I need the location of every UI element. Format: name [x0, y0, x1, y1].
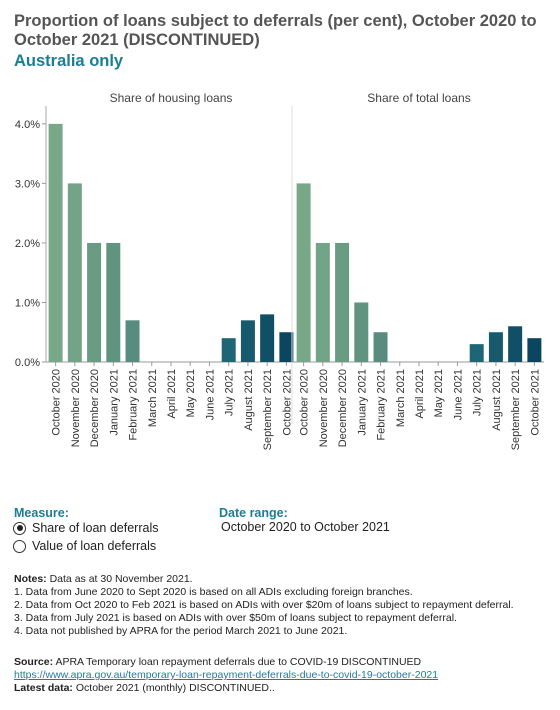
- bar: [354, 302, 369, 362]
- date-range-value: October 2020 to October 2021: [221, 520, 390, 534]
- measure-label: Measure:: [14, 506, 69, 520]
- radio-unselected-icon[interactable]: [13, 539, 26, 553]
- notes-intro: Data as at 30 November 2021.: [49, 573, 193, 585]
- measure-option-value[interactable]: Value of loan deferrals: [13, 539, 156, 553]
- bar: [48, 123, 63, 362]
- measure-option-share-label: Share of loan deferrals: [32, 521, 159, 535]
- x-tick-label: February 2021: [128, 369, 140, 441]
- bar: [335, 242, 350, 362]
- x-tick-label: May 2021: [185, 369, 197, 417]
- source-block: Source: APRA Temporary loan repayment de…: [14, 656, 549, 695]
- x-tick-label: June 2021: [204, 369, 216, 420]
- bar: [488, 332, 503, 362]
- x-tick-label: December 2020: [337, 369, 349, 447]
- x-tick-label: August 2021: [491, 369, 503, 431]
- bar: [106, 242, 121, 362]
- bar: [67, 183, 82, 362]
- bar: [87, 242, 102, 362]
- panel-title: Share of total loans: [367, 91, 470, 105]
- chart-title: Proportion of loans subject to deferrals…: [14, 12, 537, 49]
- bar: [315, 242, 330, 362]
- bar-chart: 0.0% 1.0% 2.0% 3.0% 4.0% Share of housing loa…: [15, 91, 544, 450]
- x-tick-label: August 2021: [243, 369, 255, 431]
- x-tick-label: July 2021: [472, 369, 484, 416]
- x-tick-label: October 2020: [51, 369, 63, 436]
- x-tick-label: January 2021: [108, 369, 120, 436]
- bar: [240, 320, 255, 362]
- x-tick-label: March 2021: [147, 369, 159, 427]
- x-tick-label: July 2021: [224, 369, 236, 416]
- note-item: 4. Data not published by APRA for the pe…: [14, 625, 348, 637]
- x-tick-label: May 2021: [433, 369, 445, 417]
- measure-option-value-label: Value of loan deferrals: [32, 539, 157, 553]
- panel-title: Share of housing loans: [110, 91, 233, 105]
- y-tick-label: 1.0%: [15, 297, 40, 309]
- chart-subtitle: Australia only: [14, 52, 124, 70]
- x-tick-label: November 2020: [318, 369, 330, 447]
- x-tick-label: January 2021: [356, 369, 368, 436]
- y-tick-label: 3.0%: [15, 178, 40, 190]
- x-tick-label: June 2021: [452, 369, 464, 420]
- source-text: APRA Temporary loan repayment deferrals …: [55, 656, 422, 668]
- bar: [125, 320, 140, 362]
- latest-data-heading: Latest data:: [14, 682, 73, 694]
- y-tick-label: 0.0%: [15, 357, 40, 369]
- bar: [373, 332, 388, 362]
- bar: [296, 183, 311, 362]
- y-tick-label: 2.0%: [15, 238, 40, 250]
- bar: [279, 332, 294, 362]
- x-tick-label: February 2021: [376, 369, 388, 441]
- x-tick-label: September 2021: [510, 369, 522, 450]
- bar: [260, 314, 275, 362]
- bar: [527, 338, 542, 362]
- x-tick-label: December 2020: [89, 369, 101, 447]
- bar: [508, 326, 523, 362]
- note-item: 1. Data from June 2020 to Sept 2020 is b…: [14, 586, 413, 598]
- bar: [221, 338, 236, 362]
- x-tick-label: November 2020: [70, 369, 82, 447]
- notes-block: Notes: Data as at 30 November 2021. 1. D…: [14, 573, 549, 638]
- date-range-label: Date range:: [219, 506, 288, 520]
- radio-selected-icon[interactable]: [13, 521, 26, 535]
- measure-option-share[interactable]: Share of loan deferrals: [13, 521, 158, 535]
- x-tick-label: October 2020: [299, 369, 311, 436]
- x-tick-label: October 2021: [281, 369, 293, 436]
- note-item: 3. Data from July 2021 is based on ADIs …: [14, 612, 457, 624]
- x-tick-label: September 2021: [262, 369, 274, 450]
- source-heading: Source:: [14, 656, 54, 668]
- x-tick-label: October 2021: [529, 369, 541, 436]
- y-tick-label: 4.0%: [15, 119, 40, 131]
- latest-data-value: October 2021 (monthly) DISCONTINUED..: [75, 682, 275, 694]
- source-link[interactable]: https://www.apra.gov.au/temporary-loan-r…: [14, 669, 439, 681]
- notes-heading: Notes:: [14, 573, 47, 585]
- x-tick-label: April 2021: [166, 369, 178, 419]
- x-tick-label: April 2021: [414, 369, 426, 419]
- x-tick-label: March 2021: [395, 369, 407, 427]
- bar: [469, 344, 484, 362]
- note-item: 2. Data from Oct 2020 to Feb 2021 is bas…: [14, 599, 514, 611]
